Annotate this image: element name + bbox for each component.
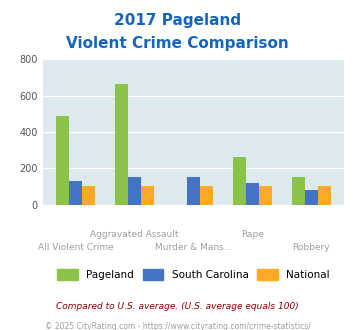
Text: Rape: Rape [241, 230, 264, 239]
Bar [246, 183, 259, 205]
Text: 2017 Pageland: 2017 Pageland [114, 13, 241, 28]
Bar [292, 178, 305, 205]
Bar [141, 186, 154, 205]
Text: Violent Crime Comparison: Violent Crime Comparison [66, 36, 289, 51]
Bar [200, 186, 213, 205]
Bar [259, 186, 272, 205]
Text: All Violent Crime: All Violent Crime [38, 244, 114, 252]
Bar [56, 116, 69, 205]
Bar [318, 186, 331, 205]
Bar [128, 178, 141, 205]
Bar [233, 156, 246, 205]
Text: Murder & Mans...: Murder & Mans... [155, 244, 232, 252]
Bar [82, 186, 95, 205]
Bar [187, 178, 200, 205]
Text: Robbery: Robbery [293, 244, 330, 252]
Text: Aggravated Assault: Aggravated Assault [91, 230, 179, 239]
Text: Compared to U.S. average. (U.S. average equals 100): Compared to U.S. average. (U.S. average … [56, 302, 299, 311]
Text: © 2025 CityRating.com - https://www.cityrating.com/crime-statistics/: © 2025 CityRating.com - https://www.city… [45, 322, 310, 330]
Bar [305, 190, 318, 205]
Bar [115, 84, 128, 205]
Bar [69, 181, 82, 205]
Legend: Pageland, South Carolina, National: Pageland, South Carolina, National [53, 265, 334, 284]
